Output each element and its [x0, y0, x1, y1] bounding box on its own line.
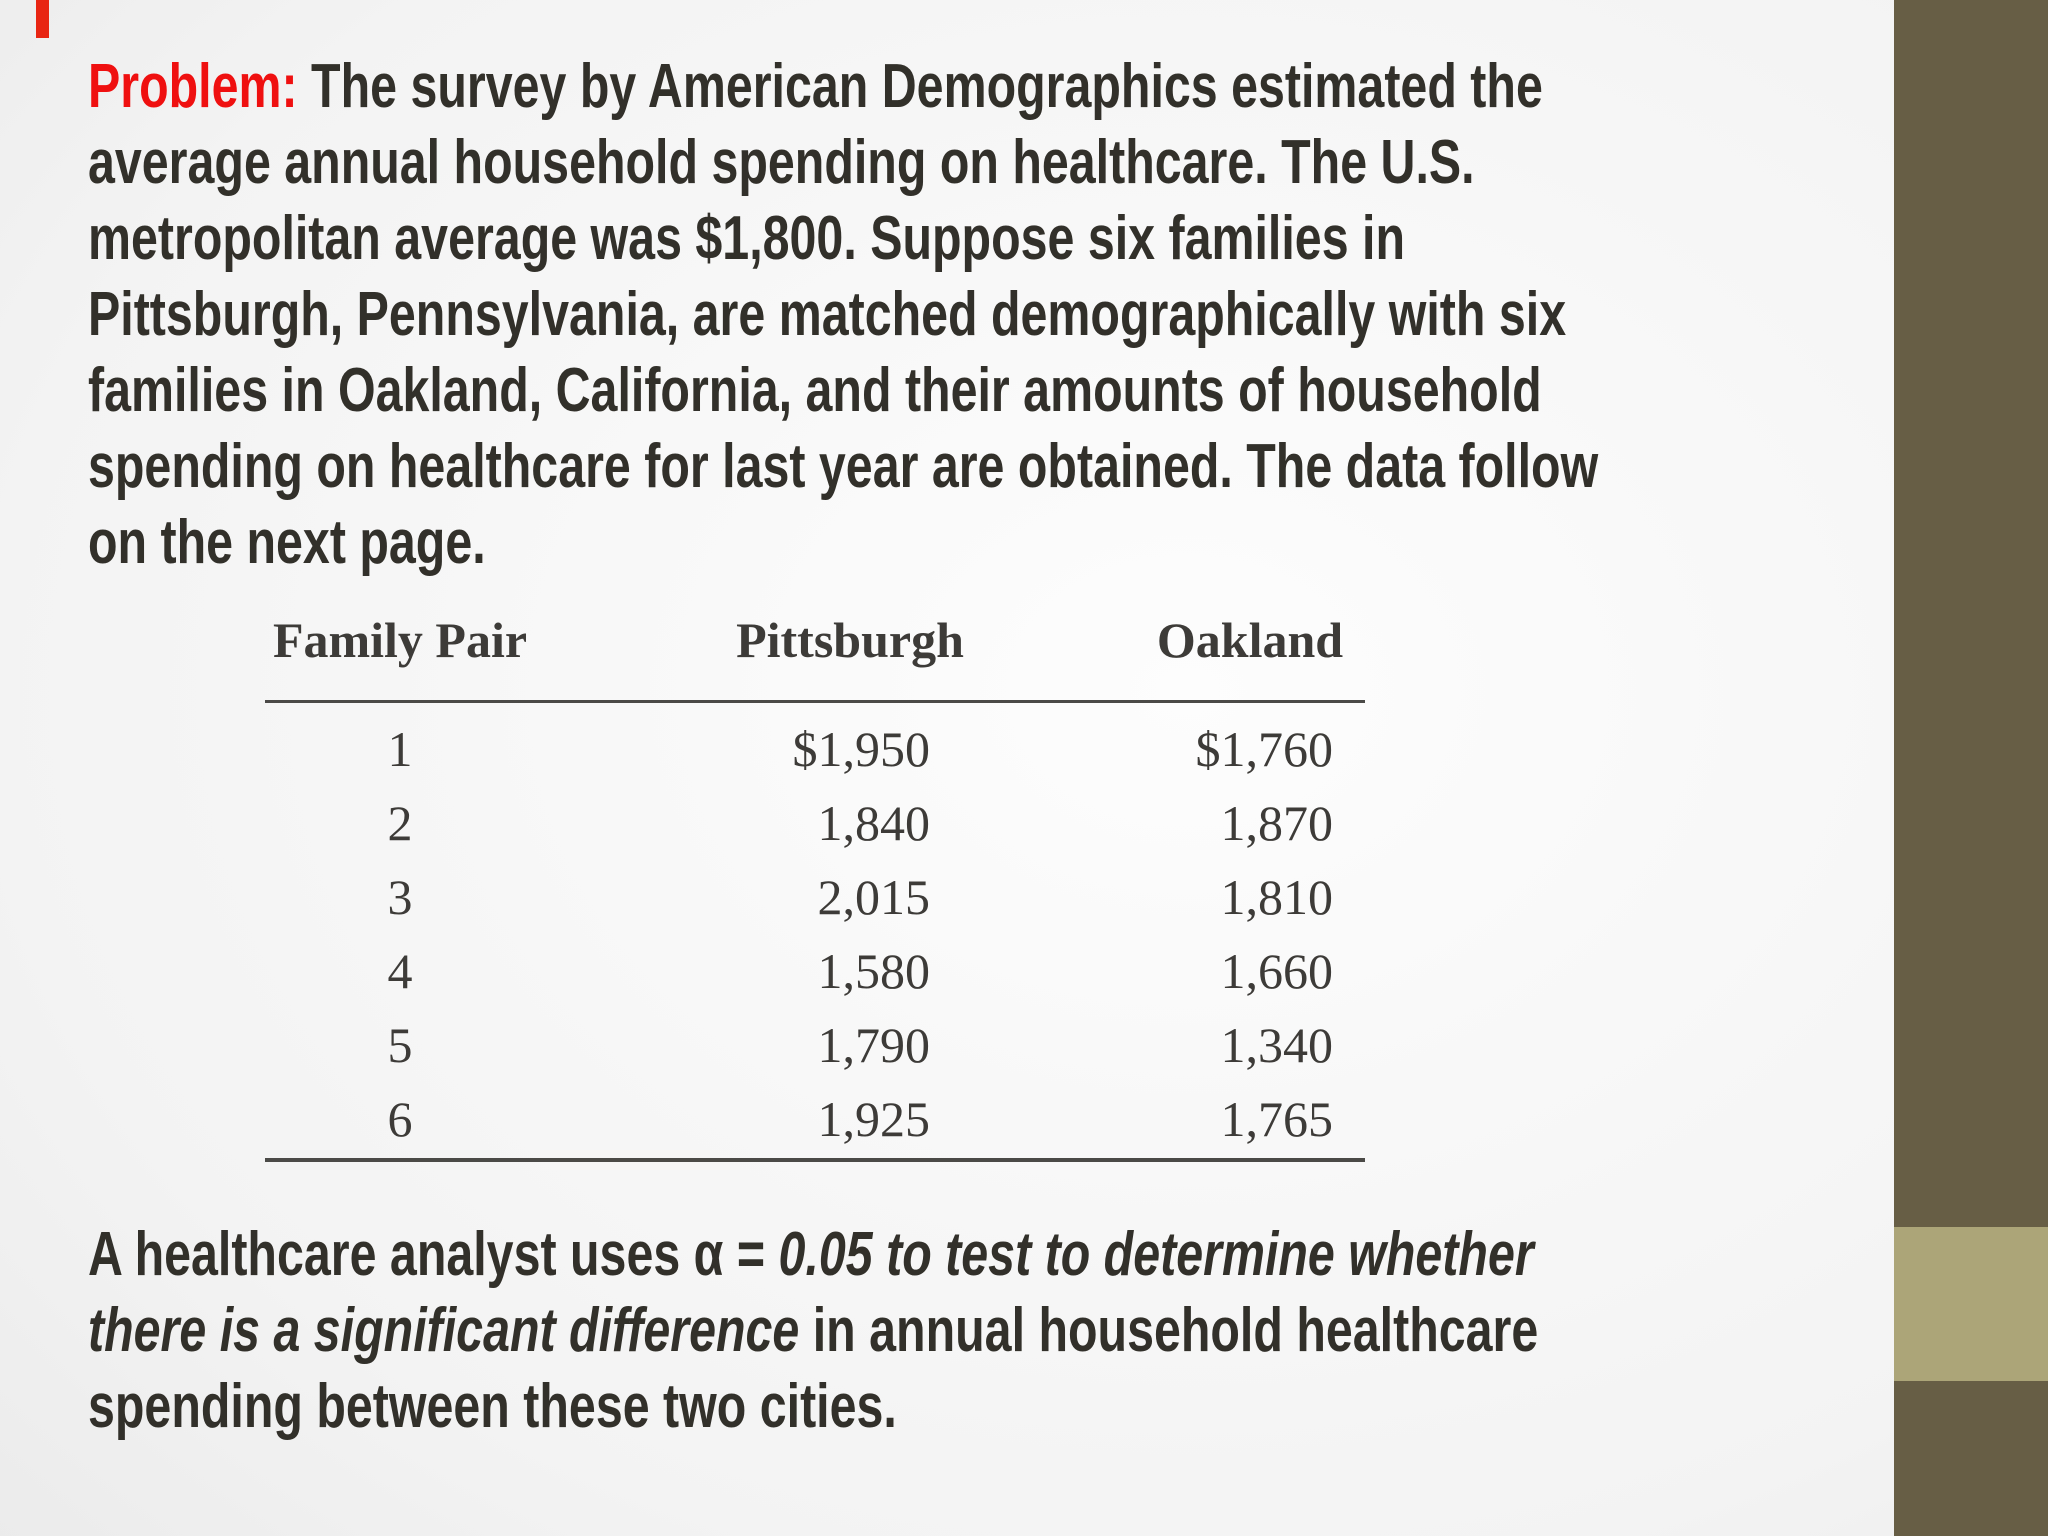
table-cell: 1,840	[817, 795, 931, 851]
text-segment: metropolitan average was $1,800. Suppose…	[88, 204, 1406, 273]
text-segment: in annual household healthcare	[799, 1296, 1539, 1365]
table-row: 6 1,925 1,765	[0, 1082, 2048, 1156]
table-cell: 1,340	[1220, 1017, 1334, 1073]
text-line: metropolitan average was $1,800. Suppose…	[88, 201, 1598, 277]
text-segment: A healthcare analyst uses α =	[88, 1220, 779, 1289]
text-line: there is a significant difference in ann…	[88, 1293, 1538, 1369]
table-cell: 1,580	[817, 943, 931, 999]
column-header-pittsburgh: Pittsburgh	[736, 612, 964, 668]
table-row: 2 1,840 1,870	[0, 786, 2048, 860]
column-header-family-pair: Family Pair	[272, 612, 528, 668]
text-segment: The survey by American Demographics esti…	[297, 52, 1543, 121]
text-line: on the next page.	[88, 505, 1598, 581]
table-row: 5 1,790 1,340	[0, 1008, 2048, 1082]
text-line: average annual household spending on hea…	[88, 125, 1598, 201]
text-segment: on the next page.	[88, 508, 486, 577]
table-cell: 1,810	[1220, 869, 1334, 925]
table-cell: 1,660	[1220, 943, 1334, 999]
right-stripe-light-band	[1894, 1227, 2048, 1381]
table-cell: 2	[387, 795, 413, 851]
text-line: spending between these two cities.	[88, 1369, 1538, 1445]
text-segment: spending on healthcare for last year are…	[88, 432, 1599, 501]
table-header-rule	[265, 700, 1365, 703]
table-cell: 5	[387, 1017, 413, 1073]
analysis-paragraph: A healthcare analyst uses α = 0.05 to te…	[88, 1217, 1947, 1445]
text-segment: spending between these two cities.	[88, 1372, 897, 1441]
table-rows: 1 $1,950 $1,760 2 1,840 1,870 3 2,015 1,810 4 1,58…	[0, 712, 2048, 1156]
table-row: 4 1,580 1,660	[0, 934, 2048, 1008]
table-cell: 1,790	[817, 1017, 931, 1073]
table-cell: 6	[387, 1091, 413, 1147]
table-cell: 1,765	[1220, 1091, 1334, 1147]
table-cell: 1,870	[1220, 795, 1334, 851]
text-line: A healthcare analyst uses α = 0.05 to te…	[88, 1217, 1538, 1293]
text-segment: there is a significant difference	[88, 1296, 800, 1365]
text-segment: 0.05 to test to determine whether	[778, 1220, 1534, 1289]
table-cell: 3	[387, 869, 413, 925]
table-row: 3 2,015 1,810	[0, 860, 2048, 934]
text-line: Pittsburgh, Pennsylvania, are matched de…	[88, 277, 1598, 353]
text-segment: families in Oakland, California, and the…	[88, 356, 1542, 425]
problem-paragraph: Problem: The survey by American Demograp…	[88, 49, 2024, 581]
table-cell: $1,950	[792, 721, 931, 777]
text-segment: Pittsburgh, Pennsylvania, are matched de…	[88, 280, 1567, 349]
text-segment: average annual household spending on hea…	[88, 128, 1475, 197]
table-row: 1 $1,950 $1,760	[0, 712, 2048, 786]
table-cell: 4	[387, 943, 413, 999]
problem-label: Problem:	[88, 52, 298, 121]
column-header-oakland: Oakland	[1156, 612, 1344, 668]
table-cell: 1	[387, 721, 413, 777]
right-stripe	[1894, 0, 2048, 1536]
table-cell: 1,925	[817, 1091, 931, 1147]
table-cell: 2,015	[817, 869, 931, 925]
text-line: families in Oakland, California, and the…	[88, 353, 1598, 429]
text-line: spending on healthcare for last year are…	[88, 429, 1598, 505]
table-bottom-rule	[265, 1158, 1365, 1162]
table-cell: $1,760	[1195, 721, 1334, 777]
text-line: Problem: The survey by American Demograp…	[88, 49, 1598, 125]
red-accent-mark	[36, 0, 49, 38]
